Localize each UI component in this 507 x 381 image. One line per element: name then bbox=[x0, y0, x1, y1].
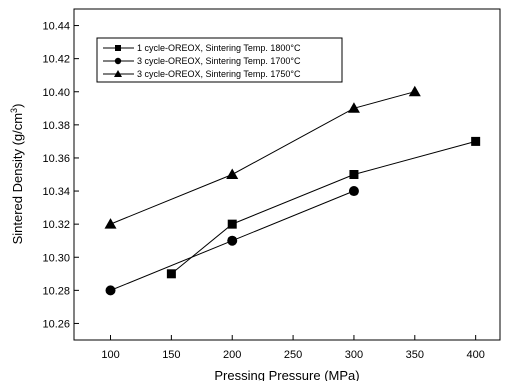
y-tick-label: 10.26 bbox=[42, 318, 70, 330]
y-axis-title-main: Sintered Density (g/cm bbox=[10, 113, 25, 245]
data-point-square bbox=[349, 170, 359, 179]
y-tick-label: 10.32 bbox=[42, 219, 70, 231]
y-tick-label: 10.34 bbox=[42, 186, 70, 198]
legend-box bbox=[96, 37, 343, 83]
legend-marker-circle bbox=[114, 57, 122, 65]
legend-entry-2: 3 cycle-OREOX, Sintering Temp. 1700°C bbox=[103, 56, 301, 66]
ticks: 100 150 200 250 300 350 400 10.26 10.28 10.30 10.3… bbox=[42, 21, 484, 361]
legend-label-3: 3 cycle-OREOX, Sintering Temp. 1750°C bbox=[137, 69, 301, 79]
series-line-3 bbox=[110, 91, 415, 225]
plot-frame bbox=[73, 8, 501, 341]
data-point-square bbox=[471, 136, 481, 146]
y-axis-title: Sintered Density (g/cm3) bbox=[9, 104, 25, 245]
data-point-circle bbox=[348, 186, 359, 197]
series-markers bbox=[104, 85, 481, 296]
x-tick-label: 300 bbox=[345, 349, 363, 361]
y-tick-label: 10.36 bbox=[42, 153, 70, 165]
legend-marker-square bbox=[115, 45, 121, 51]
x-axis-title: Pressing Pressure (MPa) bbox=[214, 368, 359, 381]
data-point-triangle bbox=[408, 85, 421, 97]
legend: 1 cycle-OREOX, Sintering Temp. 1800°C 3 … bbox=[96, 37, 343, 83]
y-tick-label: 10.44 bbox=[42, 21, 70, 33]
y-tick-label: 10.42 bbox=[42, 54, 70, 66]
legend-label-2: 3 cycle-OREOX, Sintering Temp. 1700°C bbox=[137, 56, 301, 66]
x-tick-label: 150 bbox=[162, 349, 180, 361]
y-tick-label: 10.40 bbox=[42, 87, 70, 99]
x-tick-label: 100 bbox=[101, 349, 119, 361]
x-tick-label: 200 bbox=[223, 349, 241, 361]
legend-entry-1: 1 cycle-OREOX, Sintering Temp. 1800°C bbox=[103, 43, 301, 53]
y-axis-title-tail: ) bbox=[10, 104, 25, 108]
data-point-square bbox=[166, 269, 176, 279]
data-point-triangle bbox=[347, 102, 360, 113]
data-point-square bbox=[227, 219, 237, 229]
legend-entry-3: 3 cycle-OREOX, Sintering Temp. 1750°C bbox=[103, 69, 301, 79]
x-tick-label: 250 bbox=[284, 349, 302, 361]
y-tick-label: 10.28 bbox=[42, 285, 70, 297]
y-tick-label: 10.38 bbox=[42, 120, 70, 132]
data-point-triangle bbox=[226, 168, 239, 179]
legend-label-1: 1 cycle-OREOX, Sintering Temp. 1800°C bbox=[137, 43, 301, 53]
data-point-circle bbox=[105, 285, 116, 296]
x-tick-label: 400 bbox=[466, 349, 484, 361]
data-point-triangle bbox=[104, 218, 117, 229]
legend-marker-triangle bbox=[114, 70, 122, 77]
y-tick-label: 10.30 bbox=[42, 252, 70, 264]
y-axis-title-sup: 3 bbox=[9, 108, 19, 113]
series-lines bbox=[110, 91, 476, 291]
data-point-circle bbox=[227, 235, 238, 246]
series-line-1 bbox=[171, 140, 476, 275]
x-tick-label: 350 bbox=[406, 349, 424, 361]
